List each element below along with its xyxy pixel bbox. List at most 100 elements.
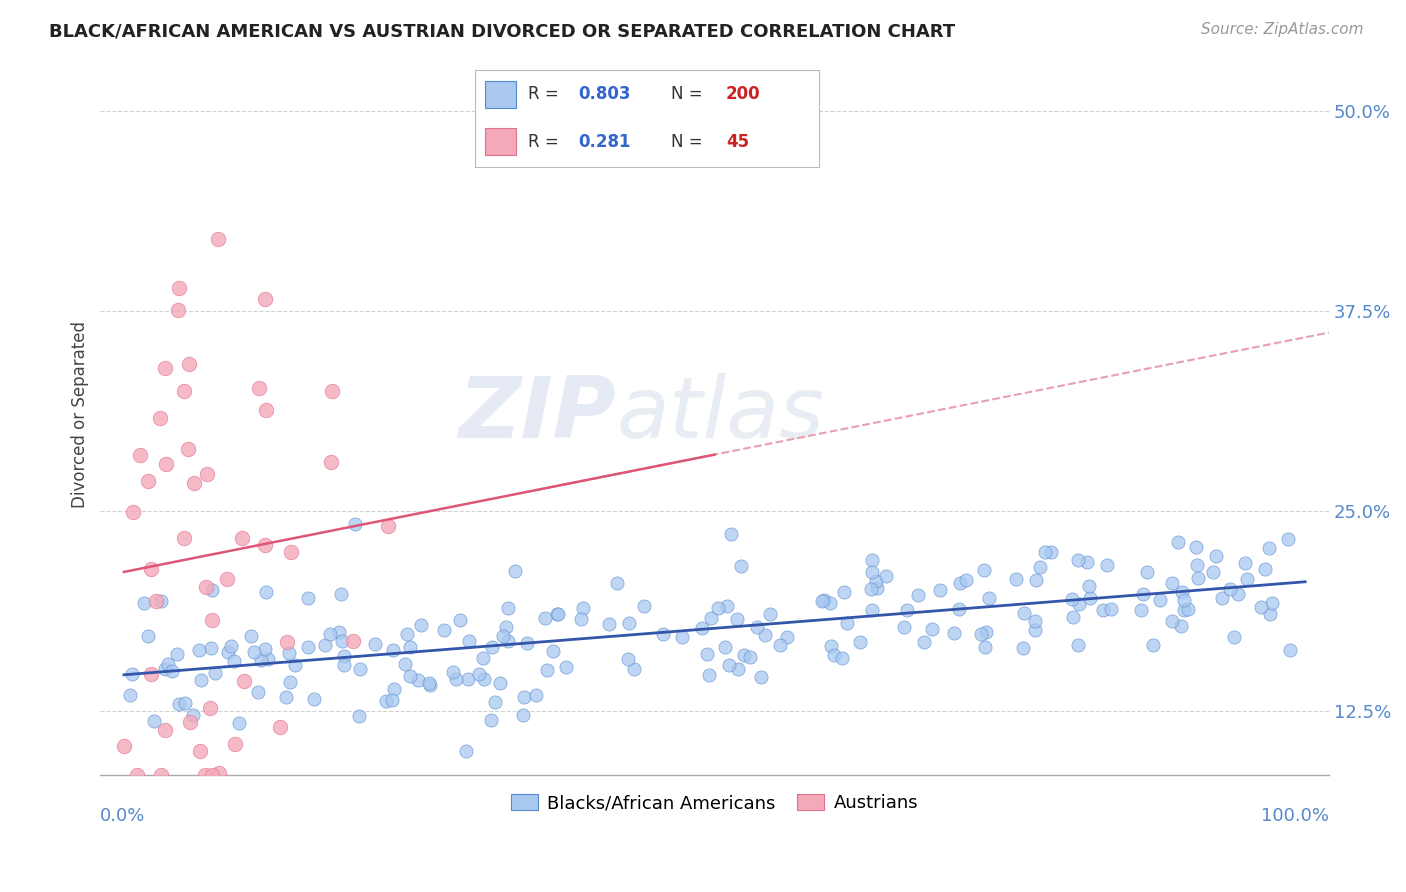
Point: [1177, 602, 1199, 616]
Point: [304, 692, 326, 706]
Point: [132, 597, 155, 611]
Point: [201, 583, 224, 598]
Point: [546, 607, 568, 622]
Point: [479, 713, 502, 727]
Point: [1173, 593, 1195, 607]
Point: [195, 467, 218, 482]
Point: [1129, 602, 1152, 616]
Point: [167, 698, 190, 712]
Point: [912, 635, 935, 649]
Point: [122, 506, 145, 520]
Point: [1040, 545, 1063, 559]
Point: [181, 708, 204, 723]
Point: [207, 232, 229, 246]
Point: [700, 611, 723, 625]
Point: [1091, 603, 1114, 617]
Point: [253, 292, 276, 306]
Point: [1170, 619, 1192, 633]
Point: [754, 628, 776, 642]
Point: [1011, 640, 1033, 655]
Point: [153, 723, 176, 737]
Point: [319, 454, 342, 468]
Point: [253, 538, 276, 552]
Point: [472, 672, 495, 686]
Point: [179, 715, 201, 730]
Point: [247, 381, 270, 395]
Point: [143, 714, 166, 728]
Point: [671, 631, 693, 645]
Point: [948, 601, 970, 615]
Point: [457, 673, 479, 687]
Point: [1067, 597, 1090, 611]
Point: [194, 580, 217, 594]
Point: [398, 640, 420, 654]
Point: [536, 663, 558, 677]
Point: [569, 612, 592, 626]
Point: [1226, 586, 1249, 600]
Point: [547, 607, 569, 622]
Point: [733, 648, 755, 662]
Point: [173, 696, 195, 710]
Point: [395, 627, 418, 641]
Point: [717, 657, 740, 672]
Point: [194, 767, 217, 781]
Point: [697, 668, 720, 682]
Point: [973, 563, 995, 577]
Point: [200, 640, 222, 655]
Point: [129, 448, 152, 462]
Point: [399, 669, 422, 683]
Point: [484, 695, 506, 709]
Point: [1142, 638, 1164, 652]
Point: [382, 642, 405, 657]
Point: [254, 642, 277, 657]
Point: [977, 591, 1000, 606]
Point: [218, 645, 240, 659]
Point: [811, 594, 834, 608]
Point: [349, 662, 371, 676]
Point: [377, 518, 399, 533]
Point: [818, 596, 841, 610]
Point: [190, 673, 212, 688]
Point: [1185, 540, 1208, 554]
Point: [512, 707, 534, 722]
Point: [970, 627, 993, 641]
Point: [1060, 591, 1083, 606]
Point: [1078, 579, 1101, 593]
Point: [208, 766, 231, 780]
Point: [219, 639, 242, 653]
Point: [276, 634, 298, 648]
Point: [1028, 560, 1050, 574]
Point: [617, 616, 640, 631]
Point: [364, 637, 387, 651]
Point: [198, 701, 221, 715]
Text: 100.0%: 100.0%: [1261, 807, 1329, 825]
Point: [277, 646, 299, 660]
Point: [330, 634, 353, 648]
Point: [1167, 535, 1189, 549]
Point: [1185, 558, 1208, 573]
Point: [328, 625, 350, 640]
Point: [606, 575, 628, 590]
Point: [725, 612, 748, 626]
Point: [1171, 585, 1194, 599]
Point: [160, 665, 183, 679]
Point: [496, 600, 519, 615]
Point: [167, 302, 190, 317]
Point: [713, 640, 735, 654]
Point: [1149, 592, 1171, 607]
Point: [215, 572, 238, 586]
Point: [321, 384, 343, 399]
Point: [572, 600, 595, 615]
Point: [145, 594, 167, 608]
Point: [177, 357, 200, 371]
Point: [696, 647, 718, 661]
Point: [598, 616, 620, 631]
Point: [284, 658, 307, 673]
Point: [1202, 565, 1225, 579]
Point: [481, 640, 503, 654]
Point: [929, 583, 952, 598]
Point: [329, 587, 352, 601]
Point: [860, 603, 883, 617]
Point: [441, 665, 464, 679]
Point: [201, 613, 224, 627]
